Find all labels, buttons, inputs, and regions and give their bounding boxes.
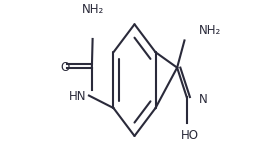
Text: O: O xyxy=(60,61,69,74)
Text: NH₂: NH₂ xyxy=(199,24,221,37)
Text: HN: HN xyxy=(69,90,87,103)
Text: HO: HO xyxy=(180,129,199,142)
Text: NH₂: NH₂ xyxy=(82,3,104,16)
Text: N: N xyxy=(199,93,207,106)
